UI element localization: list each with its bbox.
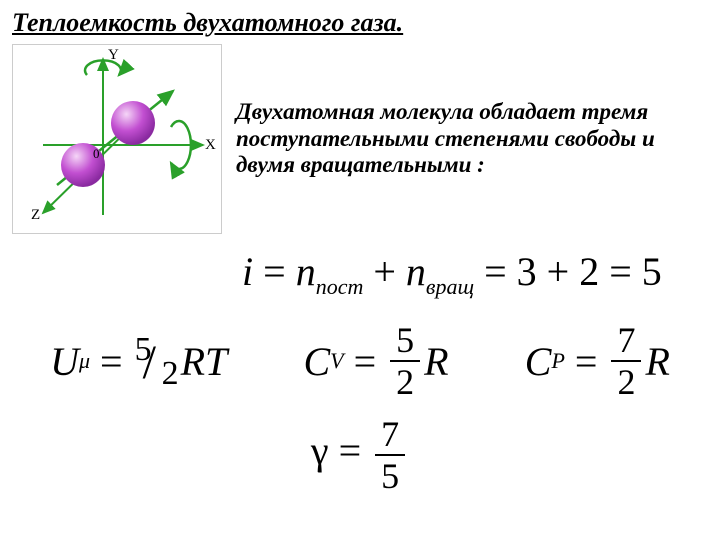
sub-post: пост	[316, 274, 364, 299]
var-i: i	[242, 249, 253, 294]
equation-cv: CV = 5 2 R	[303, 322, 448, 400]
diagram-svg: Y X Z 0	[13, 45, 221, 233]
equation-degrees-of-freedom: i = nпост + nвращ = 3 + 2 = 5	[242, 248, 708, 300]
frac-5-2: 5 2	[390, 322, 420, 400]
frac-5-2-slash: 5 / 2	[133, 337, 181, 385]
equation-gamma: γ = 7 5	[12, 416, 708, 494]
sub-P: P	[551, 348, 564, 374]
var-Cp: C	[525, 338, 552, 385]
num-3: 3	[517, 249, 537, 294]
var-U: U	[50, 338, 79, 385]
x-label: X	[205, 137, 216, 153]
equation-internal-energy: Uμ = 5 / 2 RT	[50, 337, 227, 385]
origin-label: 0	[93, 146, 100, 161]
frac-7-2: 7 2	[611, 322, 641, 400]
sub-V: V	[330, 348, 343, 374]
molecule-diagram: Y X Z 0	[12, 44, 222, 234]
var-Cv: C	[303, 338, 330, 385]
sub-mu: μ	[79, 348, 90, 374]
description-text: Двухатомная молекула обладает тремя пост…	[236, 99, 708, 178]
frac-7-5: 7 5	[375, 416, 405, 494]
z-label: Z	[31, 207, 40, 223]
num-5: 5	[642, 249, 662, 294]
y-label: Y	[108, 47, 119, 63]
tail-RT: RT	[181, 338, 228, 385]
atom-2	[111, 101, 155, 145]
num-2: 2	[579, 249, 599, 294]
equation-row: Uμ = 5 / 2 RT CV = 5 2 R CP = 7 2 R	[12, 322, 708, 400]
tail-R-cv: R	[424, 338, 448, 385]
var-gamma: γ	[311, 428, 329, 473]
var-n2: n	[406, 249, 426, 294]
page-title: Теплоемкость двухатомного газа.	[12, 8, 708, 38]
top-row: Y X Z 0 Двухатомная молекула обладает тр…	[12, 44, 708, 234]
tail-R-cp: R	[645, 338, 669, 385]
var-n1: n	[296, 249, 316, 294]
sub-vrash: вращ	[426, 274, 474, 299]
equation-cp: CP = 7 2 R	[525, 322, 670, 400]
